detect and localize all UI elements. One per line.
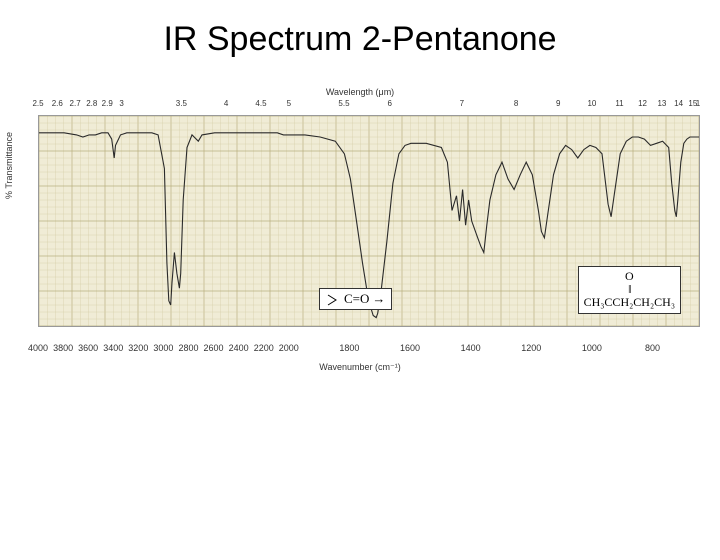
bottom-ticks: 4000380036003400320030002800260024002200…	[38, 343, 698, 357]
arrow-icon: →	[372, 291, 385, 307]
x-axis-bottom-label: Wavenumber (cm⁻¹)	[319, 362, 400, 373]
carbonyl-annotation: C=O→	[319, 288, 392, 310]
page-title: IR Spectrum 2-Pentanone	[0, 20, 720, 59]
ir-spectrum-chart: % Transmittance Wavelength (μm) 2.52.62.…	[10, 89, 710, 369]
x-axis-top-label: Wavelength (μm)	[326, 87, 394, 97]
co-text: C=O	[344, 291, 369, 306]
formula-annotation: O ‖ CH₃CCH₂CH₂CH₃	[578, 266, 681, 314]
formula-main: CH₃CCH₂CH₂CH₃	[584, 296, 675, 309]
plot-area: C=O→ O ‖ CH₃CCH₂CH₂CH₃	[38, 115, 700, 327]
top-ticks: 2.52.62.72.82.933.544.555.56789101112131…	[38, 99, 698, 113]
y-axis-label: % Transmittance	[4, 132, 14, 199]
